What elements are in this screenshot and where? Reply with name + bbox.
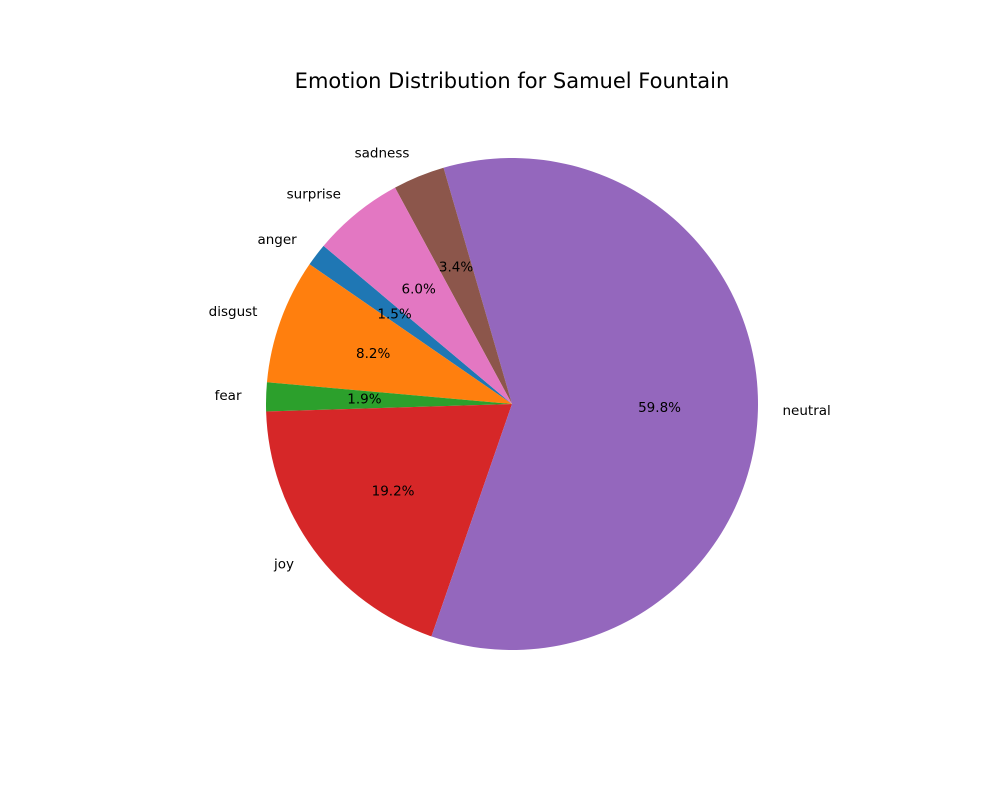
slice-label-neutral: neutral (783, 403, 831, 419)
pie-slice-fear (266, 382, 512, 412)
slice-label-disgust: disgust (209, 304, 258, 320)
slice-label-fear: fear (215, 388, 242, 404)
pie-slice-disgust (266, 264, 512, 404)
slice-label-anger: anger (257, 232, 297, 248)
slice-percent-surprise: 6.0% (402, 282, 436, 298)
pie-slices (266, 158, 758, 650)
slice-label-joy: joy (273, 556, 294, 572)
slice-percent-fear: 1.9% (347, 392, 381, 408)
pie-slice-neutral (431, 158, 758, 650)
slice-percent-anger: 1.5% (377, 307, 411, 323)
pie-labels: anger 1.5% disgust 8.2% fear 1.9% joy 19.2% neut… (209, 146, 831, 573)
slice-percent-sadness: 3.4% (439, 259, 473, 275)
pie-slice-sadness (394, 167, 512, 404)
slice-label-sadness: sadness (355, 146, 410, 162)
pie-slice-anger (309, 245, 512, 404)
pie-slice-joy (266, 404, 512, 637)
pie-slice-surprise (323, 187, 512, 404)
chart-title: Emotion Distribution for Samuel Fountain (295, 69, 730, 93)
slice-percent-joy: 19.2% (372, 483, 415, 499)
slice-percent-neutral: 59.8% (638, 400, 681, 416)
slice-percent-disgust: 8.2% (356, 346, 390, 362)
slice-label-surprise: surprise (287, 186, 341, 202)
